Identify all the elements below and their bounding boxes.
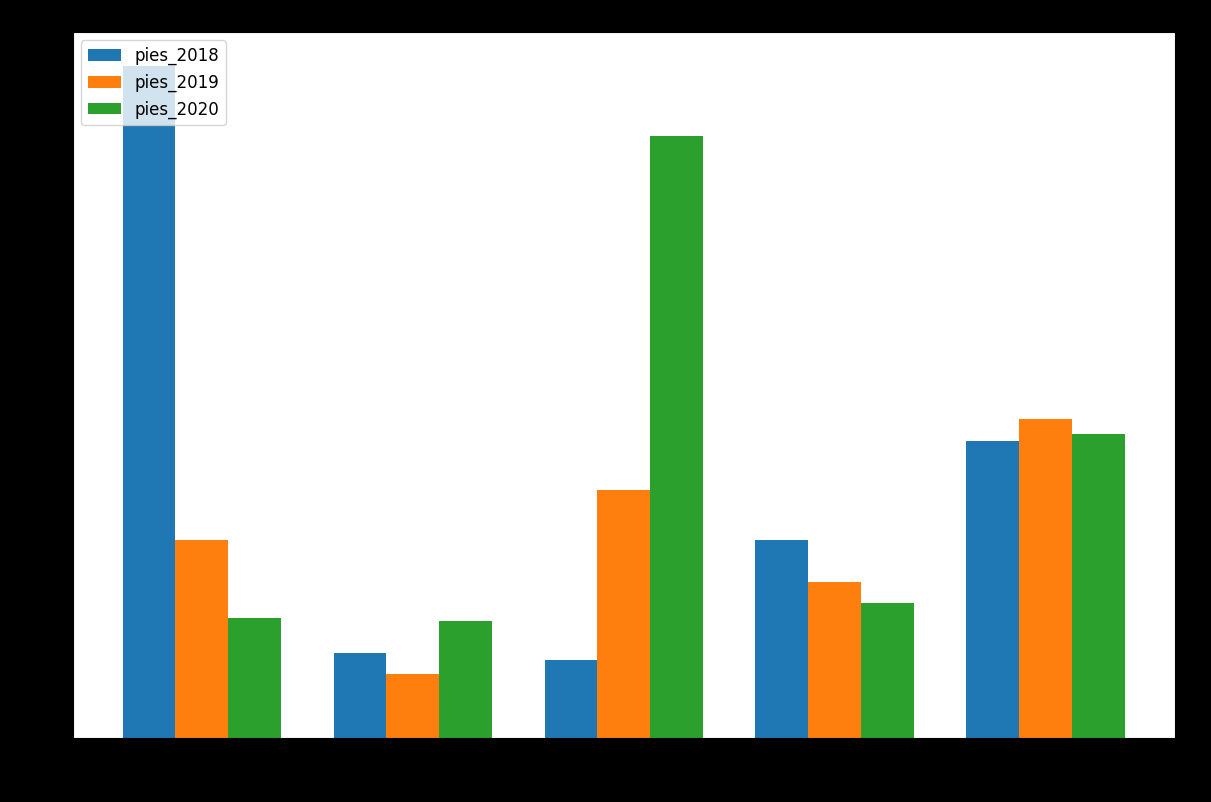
Bar [122,66,176,738]
Bar [228,618,281,738]
Bar [650,136,702,738]
Bar [386,674,440,738]
Bar [176,540,228,738]
Bar [1072,434,1125,738]
Bar [334,653,386,738]
Bar [966,440,1020,738]
Bar [440,621,492,738]
Bar [545,660,597,738]
Bar [808,582,861,738]
Bar [1020,419,1072,738]
Bar [861,603,913,738]
Bar [756,540,808,738]
Legend: pies_2018, pies_2019, pies_2020: pies_2018, pies_2019, pies_2020 [81,40,225,125]
Bar [597,490,650,738]
